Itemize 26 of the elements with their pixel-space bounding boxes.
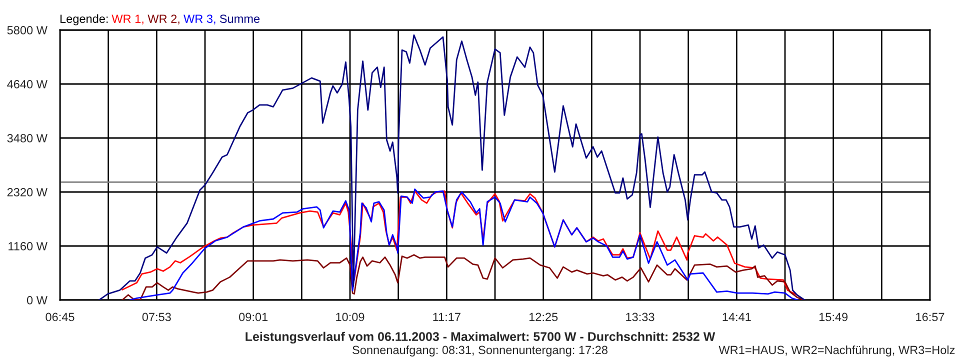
x-tick-label: 15:49 (819, 312, 848, 322)
x-tick-label: 11:17 (433, 312, 460, 322)
line-series (98, 34, 806, 300)
y-tick-label: 5800 W (7, 26, 48, 34)
x-tick-label: 06:45 (46, 312, 74, 322)
line-series (122, 254, 804, 300)
x-tick-label: 16:57 (916, 312, 944, 322)
x-tick-label: 09:01 (239, 312, 268, 322)
x-tick-label: 14:41 (722, 312, 751, 322)
text: Summe (220, 14, 260, 23)
x-tick-label: 12:25 (529, 312, 558, 322)
text: Leistungsverlauf vom 06.11.2003 - Maximalwert: 5700 W - Durchschnitt: 2532 W (246, 332, 716, 344)
text: WR1=HAUS, WR2=Nachführung, WR3=Holz (718, 345, 955, 356)
text: WR 1, (112, 14, 144, 24)
y-tick-label: 1160 W (8, 242, 48, 250)
y-tick-label: 4640 W (7, 80, 48, 88)
y-tick-label: 0 W (26, 296, 48, 304)
y-tick-label: 3480 W (7, 134, 48, 142)
legend-title: Legende: (60, 14, 108, 26)
x-tick-label: 10:09 (336, 312, 364, 322)
text: WR 3, (184, 14, 216, 24)
text: WR 2, (148, 14, 180, 24)
x-tick-label: 07:53 (142, 312, 171, 322)
x-tick-label: 13:33 (626, 312, 654, 322)
y-tick-label: 2320 W (7, 188, 48, 196)
text: Sonnenaufgang: 08:31, Sonnenuntergang: 17:28 (352, 346, 608, 356)
